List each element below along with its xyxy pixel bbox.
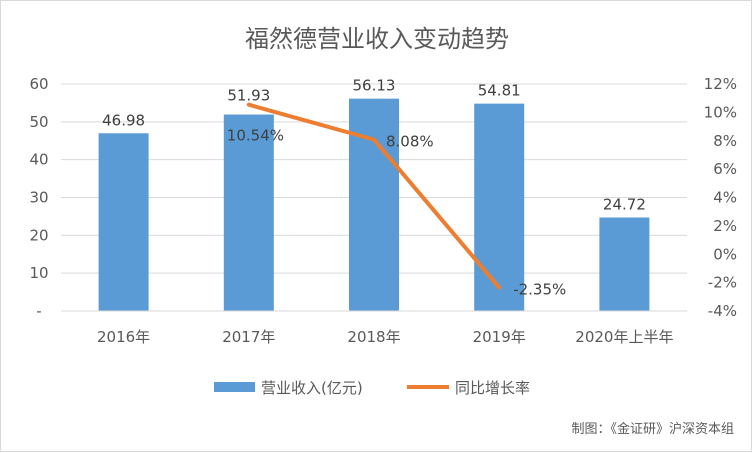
- legend-label-line: 同比增长率: [455, 379, 530, 397]
- line-data-labels: 10.54% 8.08% -2.35%: [227, 127, 566, 299]
- bar-data-label: 24.72: [603, 195, 646, 213]
- x-tick-label: 2017年: [222, 328, 275, 346]
- y-right-tick-label: -4%: [708, 302, 737, 320]
- y-right-tick-label: 8%: [713, 132, 737, 150]
- x-tick-label: 2018年: [347, 328, 400, 346]
- bar: [349, 98, 399, 311]
- source-credit: 制图：《金证研》沪深资本组: [571, 421, 734, 437]
- line-data-label: 8.08%: [386, 133, 434, 151]
- legend-swatch-bar: [214, 382, 255, 392]
- y-left-tick-label: -: [36, 302, 41, 320]
- y-right-tick-label: 2%: [713, 217, 737, 235]
- line-data-label: -2.35%: [513, 281, 566, 299]
- bar: [474, 103, 525, 311]
- bar: [223, 114, 274, 312]
- x-axis: 2016年 2017年 2018年 2019年 2020年上半年: [61, 310, 687, 346]
- y-left-tick-label: 30: [29, 189, 48, 207]
- legend: 营业收入(亿元) 同比增长率: [214, 379, 530, 397]
- y-left-tick-label: 40: [29, 151, 48, 169]
- y-left-tick-label: 60: [29, 75, 48, 93]
- y-axis-left: - 10 20 30 40 50 60: [29, 75, 48, 320]
- y-left-tick-label: 50: [29, 113, 48, 131]
- x-tick-label: 2020年上半年: [575, 328, 673, 346]
- bar-series: [98, 98, 650, 312]
- bar-data-label: 54.81: [478, 82, 521, 100]
- legend-label-bar: 营业收入(亿元): [261, 379, 363, 397]
- x-tick-label: 2019年: [473, 328, 526, 346]
- y-right-tick-label: 12%: [704, 75, 737, 93]
- bar-data-label: 51.93: [227, 87, 270, 105]
- y-left-tick-label: 10: [29, 264, 48, 282]
- bar: [98, 133, 149, 311]
- y-left-tick-label: 20: [29, 226, 48, 244]
- bar-data-label: 46.98: [102, 111, 145, 129]
- y-right-tick-label: 4%: [713, 189, 737, 207]
- line-series: [246, 102, 502, 290]
- growth-line: [246, 102, 502, 290]
- y-right-tick-label: 6%: [713, 160, 737, 178]
- line-data-label: 10.54%: [227, 127, 284, 145]
- y-right-tick-label: 0%: [713, 245, 737, 263]
- bar: [599, 217, 650, 311]
- bar-data-label: 56.13: [353, 77, 396, 95]
- y-axis-right: -4% -2% 0% 2% 4% 6% 8% 10% 12%: [704, 75, 737, 320]
- chart-title: 福然德营业收入变动趋势: [245, 25, 509, 53]
- y-right-tick-label: 10%: [704, 103, 737, 121]
- y-right-tick-label: -2%: [708, 274, 737, 292]
- bar-data-labels: 46.98 51.93 56.13 54.81 24.72: [102, 77, 646, 214]
- x-tick-label: 2016年: [97, 328, 150, 346]
